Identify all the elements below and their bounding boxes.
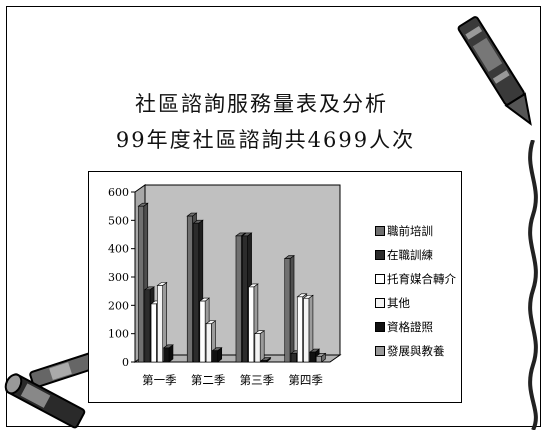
legend-swatch bbox=[375, 346, 385, 356]
bar bbox=[302, 294, 314, 363]
bar bbox=[156, 281, 168, 363]
bar-chart: 0 100 200 300 400 500 600 第一季 第二季 第三季 第四季 bbox=[108, 184, 342, 387]
legend-item: 托育媒合轉介 bbox=[375, 267, 465, 291]
legend-label: 發展與教養 bbox=[387, 344, 445, 358]
legend-item: 職前培訓 bbox=[375, 219, 465, 243]
crayons-icon bbox=[4, 348, 118, 429]
legend: 職前培訓在職訓練托育媒合轉介 其他資格證照發展與教養 bbox=[375, 219, 465, 363]
crayon-icon bbox=[457, 16, 532, 126]
x-tick-label: 第二季 bbox=[191, 373, 226, 387]
bar bbox=[211, 347, 223, 363]
bar bbox=[260, 356, 272, 363]
x-tick-label: 第四季 bbox=[288, 373, 323, 387]
slide-title: 社區諮詢服務量表及分析 bbox=[135, 92, 388, 116]
y-tick-label: 200 bbox=[108, 299, 129, 312]
legend-swatch bbox=[375, 250, 385, 260]
legend-swatch bbox=[375, 298, 385, 308]
squiggle-line bbox=[528, 140, 538, 430]
bar bbox=[253, 330, 266, 363]
legend-label: 在職訓練 bbox=[387, 248, 433, 262]
x-tick-label: 第三季 bbox=[240, 373, 275, 387]
legend-swatch bbox=[375, 322, 385, 332]
y-tick-label: 300 bbox=[108, 271, 129, 284]
y-tick-label: 100 bbox=[108, 328, 129, 341]
bar bbox=[283, 254, 295, 363]
legend-swatch bbox=[375, 226, 385, 236]
chart-container: 0 100 200 300 400 500 600 第一季 第二季 第三季 第四季 職前培訓在職訓練… bbox=[88, 171, 462, 403]
legend-label: 托育媒合轉介 bbox=[387, 272, 456, 286]
legend-label: 其他 bbox=[387, 296, 410, 310]
slide-subtitle: 99年度社區諮詢共4699人次 bbox=[115, 128, 416, 152]
y-tick-label: 400 bbox=[108, 243, 129, 256]
legend-item: 在職訓練 bbox=[375, 243, 465, 267]
x-tick-label: 第一季 bbox=[142, 373, 177, 387]
legend-item: 其他 bbox=[375, 291, 465, 315]
y-tick-label: 500 bbox=[108, 214, 129, 227]
legend-label: 資格證照 bbox=[387, 320, 433, 334]
legend-item: 資格證照 bbox=[375, 315, 465, 339]
bar bbox=[315, 352, 327, 363]
legend-label: 職前培訓 bbox=[387, 224, 433, 238]
y-tick-label: 0 bbox=[122, 356, 129, 369]
bar bbox=[162, 344, 174, 363]
legend-swatch bbox=[375, 274, 385, 284]
y-tick-label: 600 bbox=[108, 186, 129, 199]
legend-item: 發展與教養 bbox=[375, 339, 465, 363]
